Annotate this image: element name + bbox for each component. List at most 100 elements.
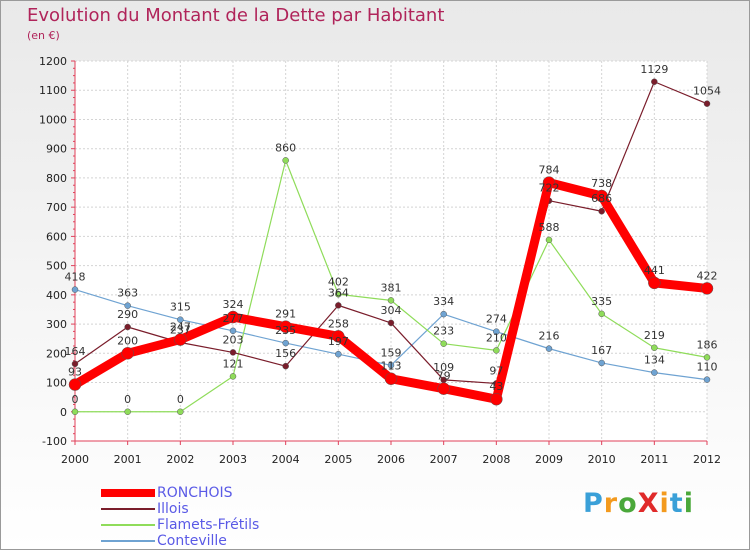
data-point-flamets-fr-tils <box>703 354 711 361</box>
data-point-ronchois <box>437 382 450 395</box>
chart-unit-label: (en €) <box>27 29 60 42</box>
data-label-conteville: 167 <box>591 344 612 357</box>
data-label-illois: 686 <box>591 192 612 205</box>
data-point-flamets-fr-tils <box>282 157 289 164</box>
data-label-illois: 722 <box>539 182 560 195</box>
data-label-flamets-fr-tils: 121 <box>223 357 244 370</box>
data-label-illois: 97 <box>489 364 503 377</box>
data-point-conteville <box>124 302 131 309</box>
data-point-flamets-fr-tils <box>387 297 395 304</box>
data-label-illois: 109 <box>433 361 454 374</box>
data-label-conteville: 334 <box>433 295 454 308</box>
data-label-illois: 304 <box>381 304 402 317</box>
data-point-ronchois <box>648 276 661 290</box>
data-label-flamets-fr-tils: 0 <box>177 393 184 406</box>
legend-swatch-ronchois <box>101 489 155 497</box>
data-point-illois <box>598 207 605 215</box>
data-label-illois: 290 <box>117 308 138 321</box>
data-point-flamets-fr-tils <box>545 236 553 244</box>
data-point-flamets-fr-tils <box>493 347 500 354</box>
y-tick-label: 700 <box>46 201 67 214</box>
y-tick-label: -100 <box>42 435 67 448</box>
data-point-flamets-fr-tils <box>229 373 237 380</box>
data-point-conteville <box>440 310 447 318</box>
data-point-ronchois <box>490 392 503 406</box>
data-point-conteville <box>493 328 500 335</box>
data-label-ronchois: 247 <box>170 321 191 334</box>
data-label-conteville: 418 <box>65 271 86 284</box>
data-point-ronchois <box>595 189 608 203</box>
data-label-ronchois: 324 <box>223 298 244 311</box>
data-point-conteville <box>282 339 289 347</box>
data-point-illois <box>335 302 342 309</box>
data-point-flamets-fr-tils <box>124 408 131 416</box>
data-point-illois <box>124 323 131 331</box>
data-point-conteville <box>335 350 342 358</box>
legend-label-illois: Illois <box>157 501 189 517</box>
data-label-flamets-fr-tils: 219 <box>644 329 665 342</box>
data-point-conteville <box>177 316 184 323</box>
data-point-flamets-fr-tils <box>177 408 184 416</box>
data-label-illois: 1129 <box>640 63 668 76</box>
data-point-ronchois <box>332 330 345 343</box>
data-label-ronchois: 93 <box>68 366 82 379</box>
data-point-flamets-fr-tils <box>440 340 447 347</box>
data-point-conteville <box>703 376 711 383</box>
data-point-ronchois <box>226 310 240 324</box>
x-tick-label: 2005 <box>324 453 352 466</box>
data-label-flamets-fr-tils: 402 <box>328 275 349 288</box>
data-point-flamets-fr-tils <box>598 310 605 318</box>
legend-label-ronchois: RONCHOIS <box>157 485 233 501</box>
data-point-conteville <box>651 369 658 376</box>
x-tick-label: 2012 <box>693 453 721 466</box>
data-point-illois <box>71 360 79 368</box>
data-label-flamets-fr-tils: 186 <box>697 338 718 351</box>
data-label-ronchois: 79 <box>437 370 451 383</box>
data-point-illois <box>703 100 711 107</box>
y-tick-label: 1200 <box>39 55 67 68</box>
series-flamets-fr-tils <box>71 157 711 416</box>
data-point-illois <box>282 362 289 370</box>
data-label-conteville: 216 <box>539 330 560 343</box>
legend-label-flamets-fr-tils: Flamets-Frétils <box>157 517 260 533</box>
data-point-conteville <box>598 359 605 367</box>
x-tick-label: 2007 <box>430 453 458 466</box>
x-tick-label: 2006 <box>377 453 405 466</box>
data-label-conteville: 197 <box>328 335 349 348</box>
legend-label-conteville: Conteville <box>157 533 227 549</box>
data-label-ronchois: 43 <box>489 380 503 393</box>
data-label-ronchois: 784 <box>539 164 560 177</box>
data-label-flamets-fr-tils: 210 <box>486 331 507 344</box>
y-tick-label: 1000 <box>39 113 67 126</box>
data-point-illois <box>387 319 395 327</box>
data-label-ronchois: 258 <box>328 317 349 330</box>
data-label-ronchois: 200 <box>117 334 138 347</box>
data-label-flamets-fr-tils: 0 <box>124 393 131 406</box>
data-label-illois: 1054 <box>693 85 721 98</box>
x-tick-label: 2003 <box>219 453 247 466</box>
data-point-illois <box>229 349 237 356</box>
data-label-conteville: 277 <box>223 312 244 325</box>
data-point-conteville <box>71 286 79 293</box>
y-tick-label: 900 <box>46 143 67 156</box>
data-point-conteville <box>229 327 237 335</box>
data-label-conteville: 134 <box>644 354 665 367</box>
proxiti-logo: ProXiti <box>583 488 694 519</box>
data-point-illois <box>651 78 658 86</box>
y-tick-label: 500 <box>46 260 67 273</box>
data-label-conteville: 110 <box>697 361 718 374</box>
y-tick-label: 300 <box>46 318 67 331</box>
data-label-illois: 203 <box>223 333 244 346</box>
data-label-illois: 156 <box>275 347 296 360</box>
data-label-ronchois: 291 <box>275 308 296 321</box>
y-tick-label: 400 <box>46 289 67 302</box>
data-label-ronchois: 422 <box>697 269 718 282</box>
data-point-ronchois <box>121 347 134 360</box>
data-point-ronchois <box>68 378 82 391</box>
data-point-conteville <box>545 345 553 352</box>
x-tick-label: 2011 <box>640 453 668 466</box>
y-tick-label: 1100 <box>39 84 67 97</box>
data-label-illois: 237 <box>170 323 191 336</box>
